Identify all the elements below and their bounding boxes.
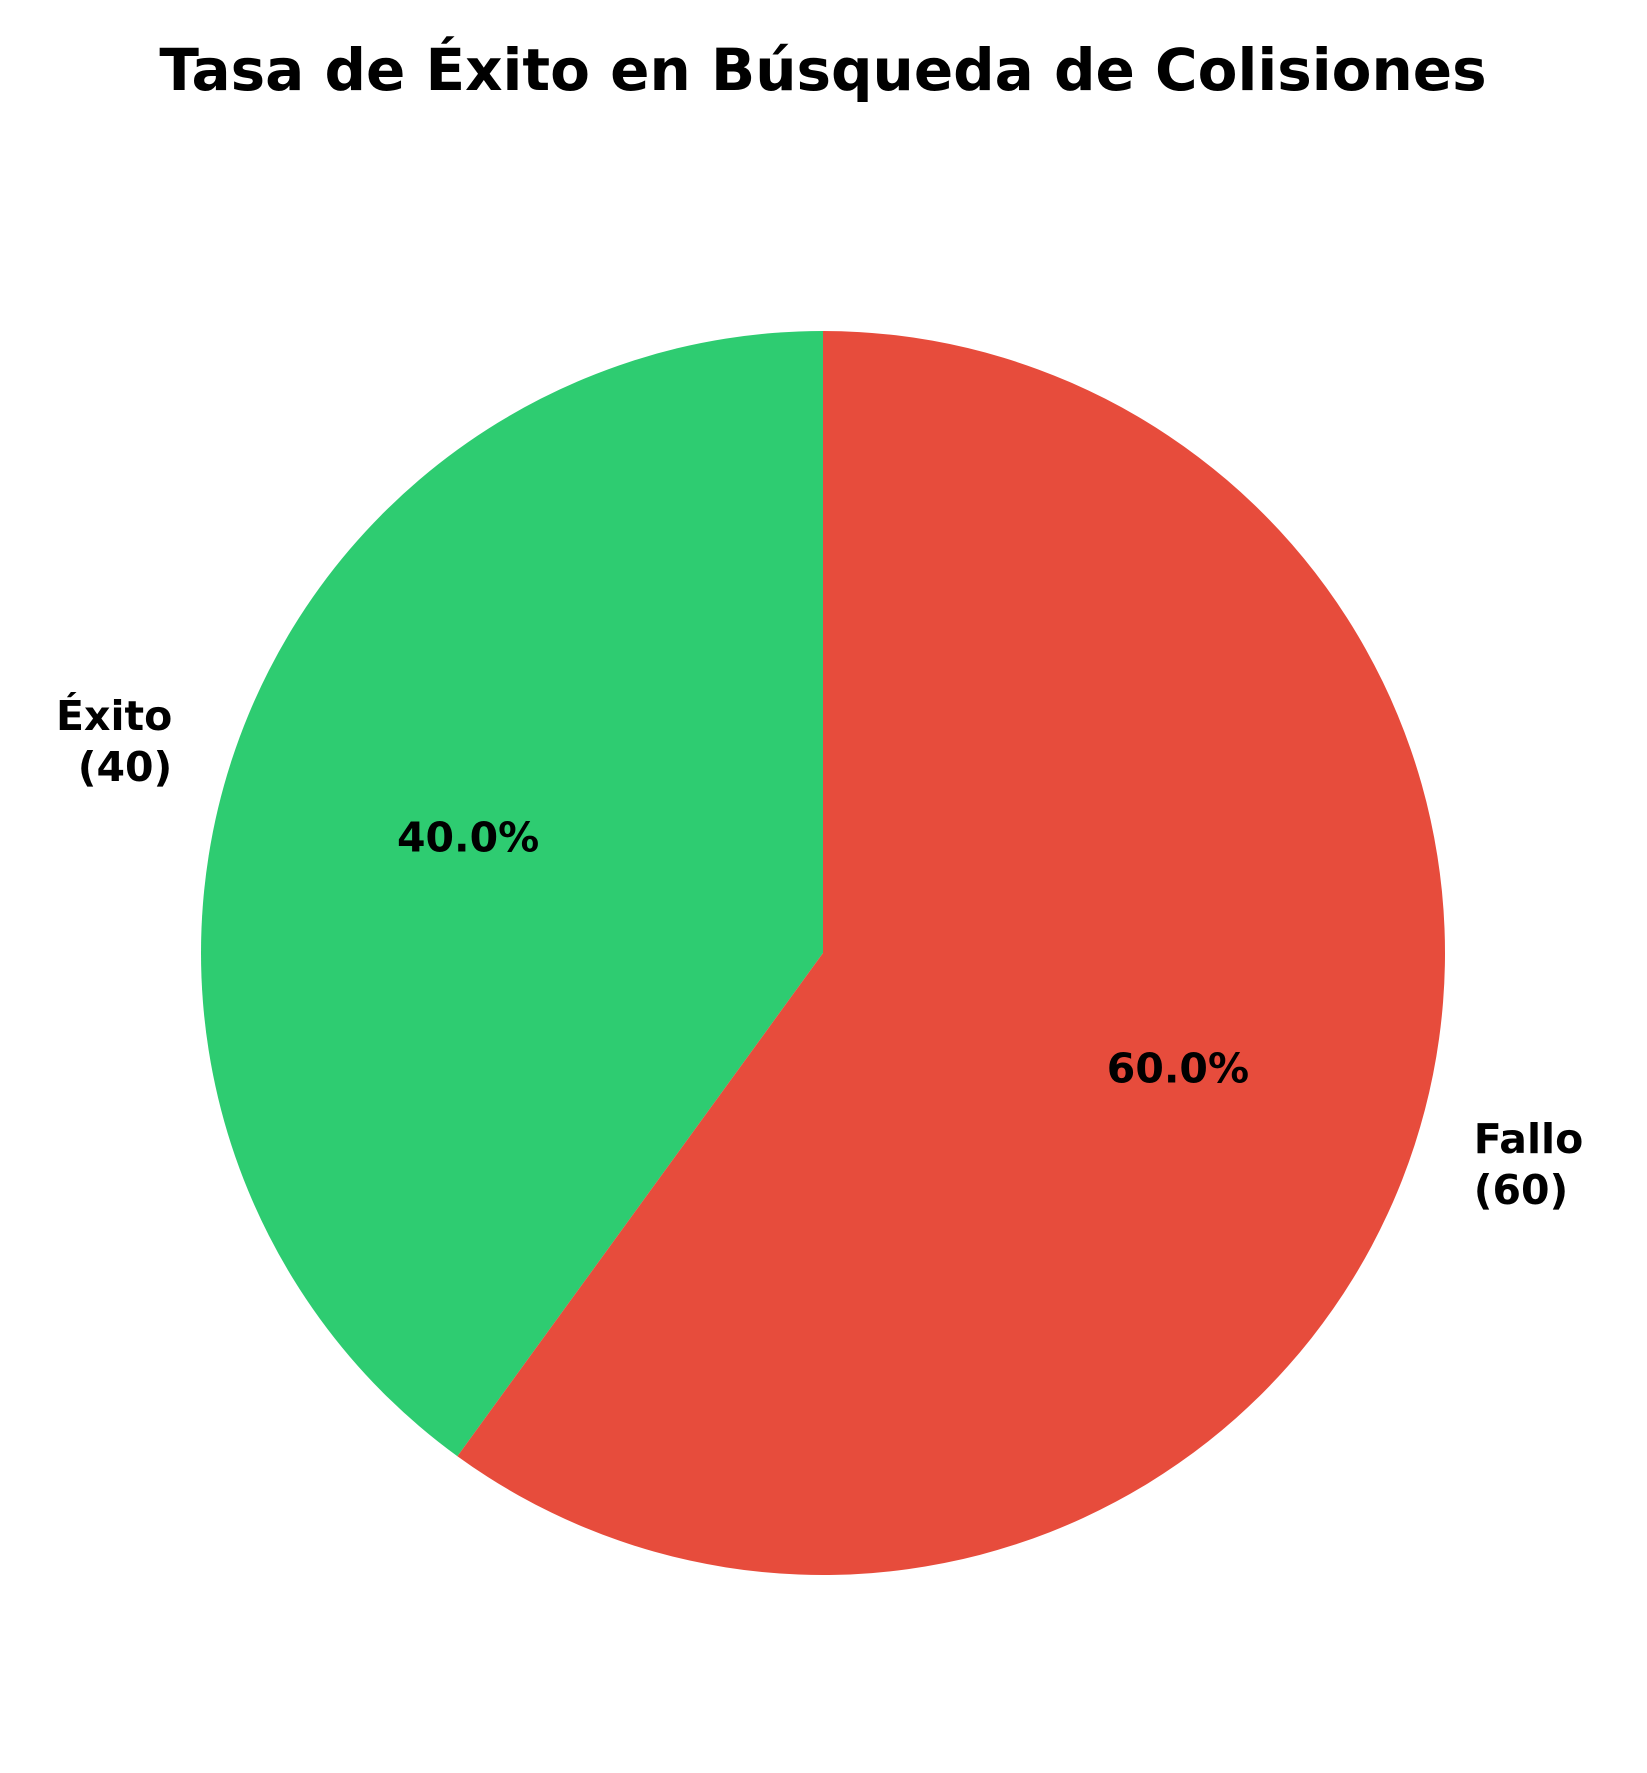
pie-percent-label-fallo: 60.0% (1107, 1044, 1249, 1092)
pie-category-label-exito: Éxito (40) (56, 692, 172, 791)
pie-percent-label-exito: 40.0% (397, 814, 539, 862)
pie-category-name: Fallo (1474, 1115, 1584, 1163)
pie-category-name: Éxito (56, 692, 172, 740)
pie-slice-fallo (457, 331, 1446, 1575)
pie-category-label-fallo: Fallo (60) (1474, 1115, 1584, 1214)
pie-category-count: (40) (78, 743, 173, 791)
pie-category-count: (60) (1474, 1166, 1569, 1214)
pie-slices (201, 331, 1446, 1575)
chart-title: Tasa de Éxito en Búsqueda de Colisiones (159, 35, 1486, 104)
pie-slice-exito (201, 331, 824, 1457)
pie-labels: 40.0% Éxito (40) 60.0% Fallo (60) (56, 692, 1583, 1214)
